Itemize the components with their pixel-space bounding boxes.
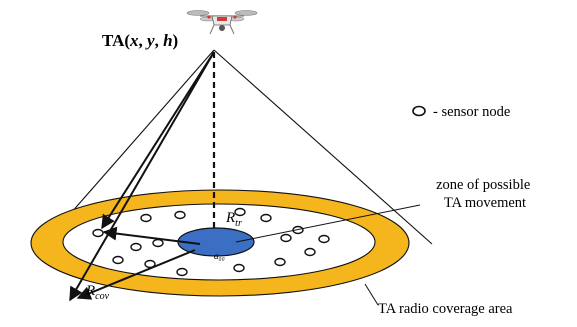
sensor-node <box>140 213 152 223</box>
r-tr-label: Rtr <box>225 210 242 229</box>
sensor-node <box>92 228 104 238</box>
sensor-node <box>233 263 245 273</box>
coverage-leader-line <box>364 283 379 306</box>
ta-position-label: TA(x, y, h) <box>102 31 178 50</box>
sensor-node <box>112 255 124 265</box>
zone-leader-line <box>235 204 421 243</box>
sensor-node <box>234 207 246 217</box>
sensor-node <box>260 213 272 223</box>
r-tr-arrow <box>102 226 201 245</box>
sensor-nodes <box>92 207 330 277</box>
radio-links <box>69 51 215 302</box>
sensor-node <box>318 234 330 244</box>
legend-label: - sensor node <box>433 104 510 120</box>
sensor-node <box>152 238 164 248</box>
sensor-node <box>280 233 292 243</box>
sensor-node <box>176 267 188 277</box>
movement-zone-label: zone of possible TA movement <box>436 177 534 211</box>
radius-arrows <box>76 226 201 300</box>
sensor-node <box>174 210 186 220</box>
drone-icon <box>186 10 258 35</box>
sensor-node-icon <box>412 105 426 117</box>
r-cov-label: Rcov <box>85 283 110 302</box>
leader-lines <box>235 204 421 306</box>
sensor-node <box>130 242 142 252</box>
link-arrow-to-coverage-edge <box>69 51 215 302</box>
coverage-area-label: TA radio coverage area <box>378 301 513 317</box>
center-label: a₀₀ <box>214 251 225 261</box>
sensor-node <box>304 247 316 257</box>
legend: - sensor node <box>412 104 510 120</box>
link-arrow-to-sensor <box>101 51 215 230</box>
cone-right-edge <box>213 49 433 245</box>
sensor-node <box>274 257 286 267</box>
r-cov-arrow <box>76 249 196 300</box>
